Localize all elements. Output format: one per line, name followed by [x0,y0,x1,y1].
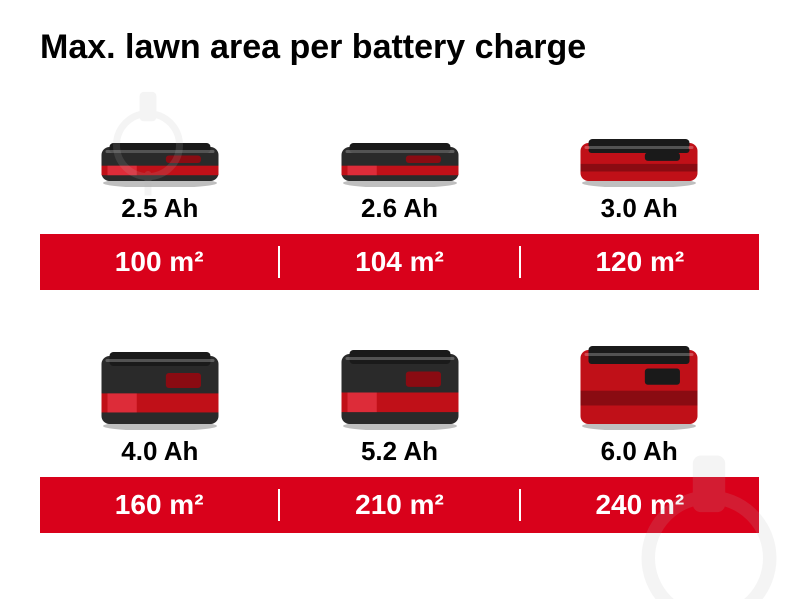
capacity-row: 2.5 Ah2.6 Ah3.0 Ah [0,187,799,234]
area-value: 210 m² [280,489,520,521]
page-title: Max. lawn area per battery charge [0,0,799,67]
capacity-label: 2.6 Ah [280,193,520,224]
grid-row: 2.5 Ah2.6 Ah3.0 Ah100 m²104 m²120 m² [0,87,799,290]
capacity-row: 4.0 Ah5.2 Ah6.0 Ah [0,430,799,477]
image-row [0,87,799,187]
area-row: 100 m²104 m²120 m² [40,234,759,290]
capacity-label: 6.0 Ah [519,436,759,467]
battery-image [40,139,280,187]
battery-image [280,348,520,430]
battery-image [40,350,280,430]
area-value: 120 m² [521,246,759,278]
capacity-label: 3.0 Ah [519,193,759,224]
image-row [0,310,799,430]
area-value: 104 m² [280,246,520,278]
capacity-label: 5.2 Ah [280,436,520,467]
grid-row: 4.0 Ah5.2 Ah6.0 Ah160 m²210 m²240 m² [0,310,799,533]
area-value: 160 m² [40,489,280,521]
area-value: 240 m² [521,489,759,521]
capacity-label: 2.5 Ah [40,193,280,224]
capacity-label: 4.0 Ah [40,436,280,467]
battery-image [519,135,759,187]
page: Max. lawn area per battery charge 2.5 Ah… [0,0,799,599]
battery-grid: 2.5 Ah2.6 Ah3.0 Ah100 m²104 m²120 m²4.0 … [0,87,799,533]
battery-image [519,344,759,430]
area-row: 160 m²210 m²240 m² [40,477,759,533]
area-value: 100 m² [40,246,280,278]
battery-image [280,139,520,187]
